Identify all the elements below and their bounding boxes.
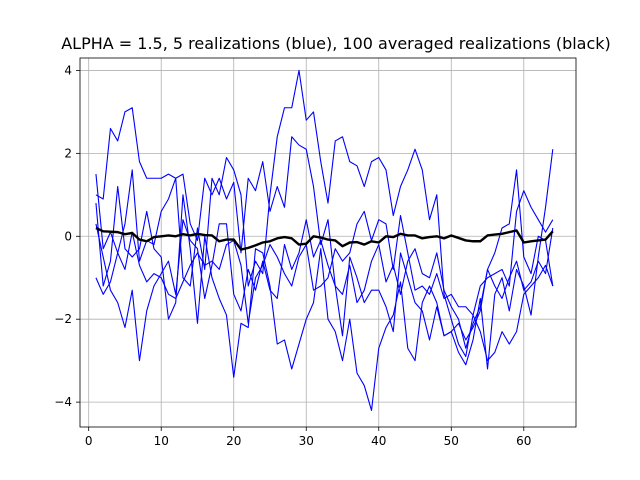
plot-frame (79, 57, 577, 428)
x-tick-label: 60 (516, 434, 531, 448)
x-tick-label: 0 (85, 434, 93, 448)
y-tick-label: 0 (64, 229, 72, 243)
x-tick-label: 30 (299, 434, 314, 448)
axis-layer: 0 10 20 30 40 50 60 −4 −2 0 2 4 (54, 57, 577, 448)
y-tick-label: 2 (64, 146, 72, 160)
realization-series-line-5 (95, 169, 554, 362)
y-tick-label: 4 (64, 63, 72, 77)
series-layer (95, 69, 554, 411)
x-tick-label: 10 (154, 434, 169, 448)
realization-series-line-1 (95, 69, 554, 358)
average-series-line (95, 226, 554, 251)
x-tick-label: 40 (371, 434, 386, 448)
y-tick-label: −4 (54, 395, 72, 409)
x-tick-label: 50 (444, 434, 459, 448)
realization-series-line-2 (95, 107, 554, 349)
chart-title: ALPHA = 1.5, 5 realizations (blue), 100 … (61, 34, 611, 53)
y-tick-label: −2 (54, 312, 72, 326)
realization-series-line-4 (95, 149, 554, 411)
x-tick-label: 20 (226, 434, 241, 448)
